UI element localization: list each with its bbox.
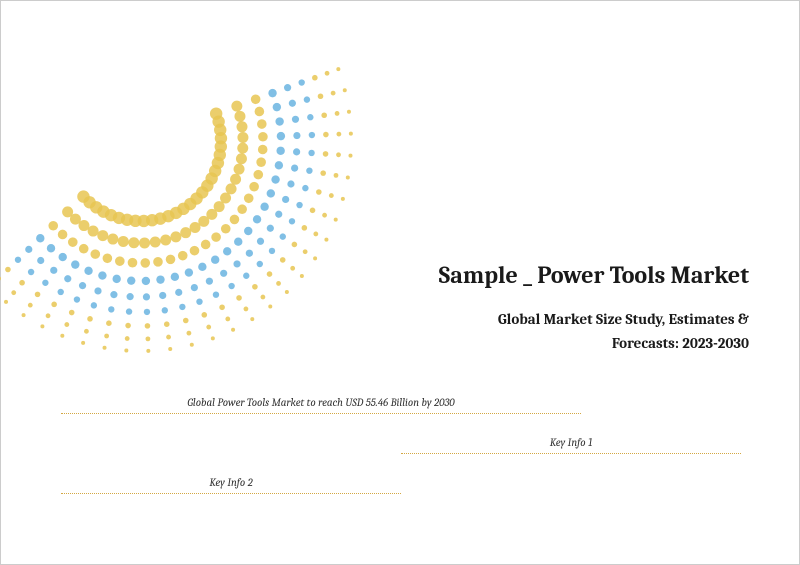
info-text-1: Global Power Tools Market to reach USD 5…	[61, 396, 581, 409]
info-text-3: Key Info 2	[61, 476, 401, 489]
info-row-3: Key Info 2	[61, 476, 401, 494]
dotted-divider-2	[401, 453, 741, 454]
info-row-1: Global Power Tools Market to reach USD 5…	[61, 396, 581, 414]
title-block: Sample _ Power Tools Market Global Marke…	[439, 261, 749, 355]
info-text-2: Key Info 1	[401, 436, 741, 449]
subtitle-line-2: Forecasts: 2023-2030	[612, 334, 749, 352]
subtitle-line-1: Global Market Size Study, Estimates &	[498, 310, 749, 328]
dotted-divider-3	[61, 493, 401, 494]
dotted-divider-1	[61, 413, 581, 414]
main-title: Sample _ Power Tools Market	[439, 261, 749, 289]
decorative-arc-dots	[0, 0, 361, 361]
info-row-2: Key Info 1	[401, 436, 741, 454]
subtitle: Global Market Size Study, Estimates & Fo…	[439, 307, 749, 355]
